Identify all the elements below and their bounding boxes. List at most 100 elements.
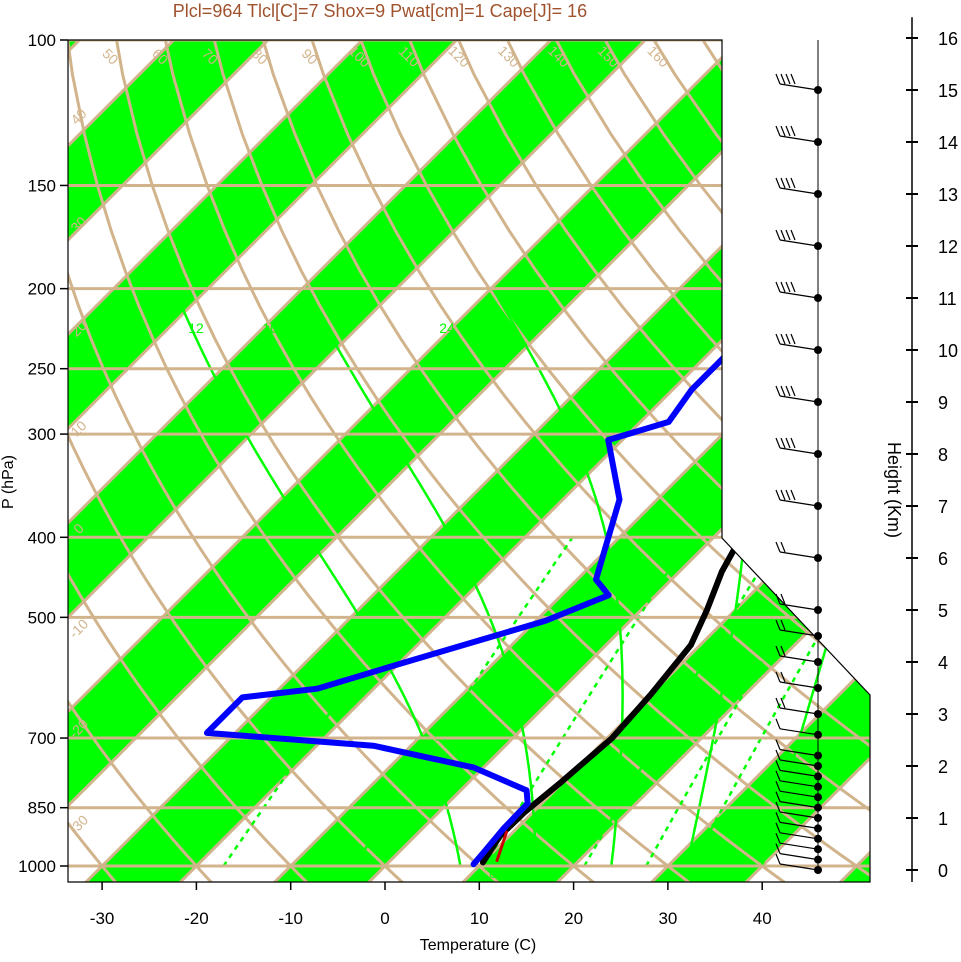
pressure-tick-label: 500 xyxy=(28,608,56,627)
wind-barb xyxy=(780,84,818,90)
temperature-tick-label: -30 xyxy=(90,909,115,928)
wind-barb-feather xyxy=(786,282,790,292)
wind-barb xyxy=(780,188,818,194)
wind-barb-feather xyxy=(776,490,780,500)
pressure-tick-label: 250 xyxy=(28,360,56,379)
wind-barb-feather xyxy=(791,334,795,344)
height-tick-label: 15 xyxy=(938,81,958,101)
wind-barb xyxy=(780,854,818,860)
wind-barb-feather xyxy=(781,126,785,136)
wind-barb-feather xyxy=(776,282,780,292)
adiabat-label: 0 xyxy=(724,454,747,477)
wind-barb-feather xyxy=(781,282,785,292)
temperature-tick-label: 30 xyxy=(658,909,677,928)
mixing-ratio-label: 1 xyxy=(311,865,319,881)
adiabat-label: 10 xyxy=(720,335,751,366)
wind-barb-feather xyxy=(776,438,780,448)
adiabat-label: -10 xyxy=(66,616,92,642)
adiabat-label: -30 xyxy=(836,638,872,674)
wind-barb-feather xyxy=(776,334,780,344)
wind-barb-feather xyxy=(786,74,790,84)
wind-barb-feather xyxy=(781,438,785,448)
pressure-tick-label: 400 xyxy=(28,528,56,547)
wind-barb-feather xyxy=(776,386,780,396)
height-tick-label: 11 xyxy=(938,289,957,309)
height-tick-label: 16 xyxy=(938,29,958,49)
wind-barb xyxy=(780,448,818,454)
height-tick-label: 5 xyxy=(938,601,948,621)
height-tick-label: 9 xyxy=(938,393,948,413)
wind-barb-feather xyxy=(786,490,790,500)
pressure-tick-label: 850 xyxy=(28,799,56,818)
height-tick-label: 2 xyxy=(938,757,948,777)
x-axis-label: Temperature (C) xyxy=(420,937,536,954)
adiabat-label: -30 xyxy=(66,812,92,838)
mixing-ratio-label: 32 xyxy=(647,320,663,336)
chart-title: Plcl=964 Tlcl[C]=7 Shox=9 Pwat[cm]=1 Cap… xyxy=(173,1,587,21)
height-tick-label: 1 xyxy=(938,809,948,829)
mixing-ratio-label: 3 xyxy=(361,865,369,881)
temperature-tick-label: 0 xyxy=(380,909,389,928)
wind-barb-feather xyxy=(786,334,790,344)
wind-barb xyxy=(780,843,818,849)
wind-barb-feather xyxy=(791,490,795,500)
wind-barb-feather xyxy=(786,438,790,448)
wind-barb-feather xyxy=(776,230,780,240)
wind-barb-feather xyxy=(781,178,785,188)
wind-barb-feather xyxy=(791,282,795,292)
mixing-ratio-label: 12 xyxy=(188,320,204,336)
mixing-ratio-label: 16 xyxy=(262,320,278,336)
temperature-tick-label: 40 xyxy=(753,909,772,928)
height-tick-label: 6 xyxy=(938,549,948,569)
temperature-tick-label: -10 xyxy=(278,909,303,928)
y-axis-label: P (hPa) xyxy=(0,455,17,509)
wind-barb-feather xyxy=(786,178,790,188)
wind-barb xyxy=(780,552,818,558)
wind-barb-feather xyxy=(776,719,780,729)
wind-barb-feather xyxy=(781,334,785,344)
temperature-tick-label: -20 xyxy=(184,909,209,928)
wind-barb xyxy=(780,708,818,714)
wind-barb-feather xyxy=(786,386,790,396)
isotherm-label: 90 xyxy=(299,45,321,67)
height-axis-label: Height (Km) xyxy=(884,442,904,538)
adiabat-label: 20 xyxy=(720,230,751,261)
wind-barb xyxy=(780,240,818,246)
wind-barb-feather xyxy=(776,126,780,136)
dry-adiabat xyxy=(0,2,21,883)
wind-barb-feather xyxy=(781,542,785,552)
wind-barb xyxy=(780,136,818,142)
wind-barb-feather xyxy=(791,178,795,188)
height-tick-label: 12 xyxy=(938,237,958,257)
height-tick-label: 13 xyxy=(938,185,958,205)
height-tick-label: 8 xyxy=(938,445,948,465)
height-tick-label: 0 xyxy=(938,861,948,881)
height-tick-label: 4 xyxy=(938,653,948,673)
pressure-tick-label: 200 xyxy=(28,280,56,299)
adiabat-label: 40 xyxy=(67,105,89,127)
pressure-tick-label: 700 xyxy=(28,729,56,748)
wind-barb xyxy=(780,396,818,402)
wind-barb xyxy=(780,656,818,662)
wind-barb-feather xyxy=(776,178,780,188)
wind-barb-feather xyxy=(786,126,790,136)
wind-barb xyxy=(780,500,818,506)
wind-barb-feather xyxy=(781,490,785,500)
pressure-tick-label: 100 xyxy=(28,31,56,50)
wind-barb-feather xyxy=(781,230,785,240)
wind-barb-feather xyxy=(776,542,780,552)
wind-barb-feather xyxy=(791,74,795,84)
wind-barb-feather xyxy=(781,74,785,84)
wind-barb xyxy=(780,292,818,298)
mixing-ratio-label: 8 xyxy=(489,865,497,881)
pressure-tick-label: 300 xyxy=(28,425,56,444)
pressure-tick-label: 1000 xyxy=(18,857,56,876)
wind-barb-feather xyxy=(791,438,795,448)
mixing-ratio-label: 24 xyxy=(439,320,455,336)
wind-barb-feather xyxy=(791,230,795,240)
wind-barb-feather xyxy=(776,854,780,864)
